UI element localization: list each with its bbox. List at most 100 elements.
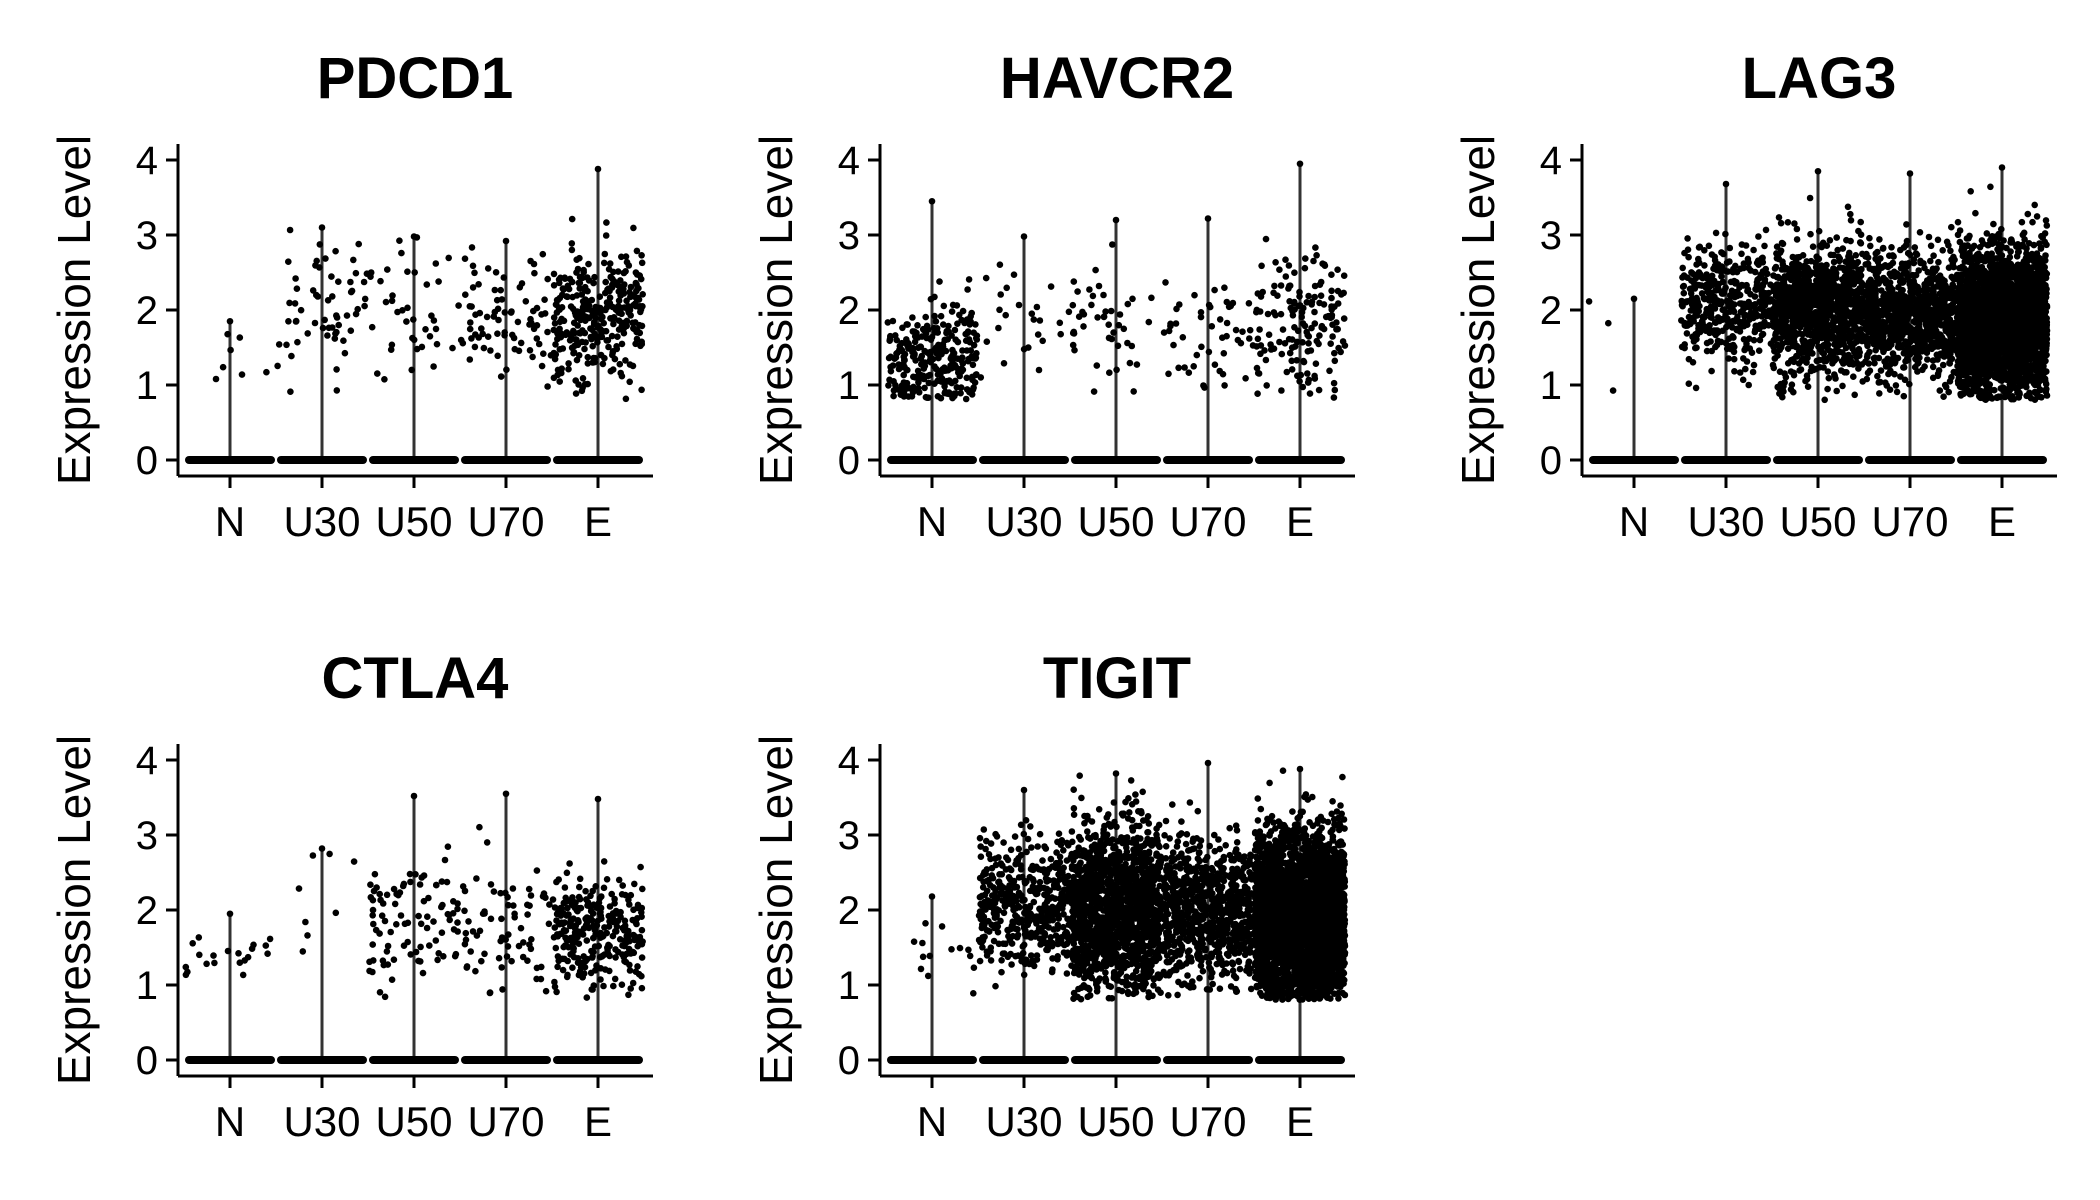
data-point (1726, 258, 1733, 265)
data-point (1781, 266, 1789, 273)
data-point (1878, 287, 1885, 294)
data-point (606, 287, 613, 295)
data-point (1115, 321, 1123, 329)
data-point (1950, 263, 1957, 271)
data-point (1730, 348, 1738, 356)
data-point (1793, 353, 1801, 360)
data-point (1847, 301, 1855, 308)
data-point (1791, 281, 1799, 289)
data-point (1056, 319, 1064, 327)
data-point (381, 376, 388, 383)
data-point (1762, 226, 1770, 234)
data-point (1786, 266, 1794, 273)
data-point (1896, 278, 1904, 286)
data-point (1916, 229, 1924, 236)
data-point (1822, 322, 1829, 330)
data-point (1771, 298, 1778, 306)
data-point-max (226, 317, 234, 325)
data-point (633, 335, 641, 343)
data-point (1034, 331, 1042, 338)
data-point (1818, 300, 1826, 307)
data-point (1789, 253, 1797, 261)
data-point (1318, 322, 1326, 330)
data-point (527, 315, 534, 323)
data-point (615, 297, 623, 305)
data-point (472, 331, 479, 338)
data-point (1286, 349, 1294, 357)
data-point (1706, 306, 1713, 313)
data-point (1300, 357, 1307, 365)
data-point (1114, 342, 1122, 350)
data-point (382, 298, 390, 306)
data-point (1030, 316, 1038, 323)
data-point (1887, 367, 1894, 375)
data-point (608, 332, 616, 340)
data-point (1936, 387, 1944, 394)
data-point (1242, 375, 1249, 382)
data-point (331, 335, 339, 342)
data-point (1937, 275, 1944, 282)
data-point (638, 259, 646, 267)
data-point (389, 292, 396, 299)
data-point (1927, 295, 1934, 302)
data-point (1065, 308, 1073, 316)
data-point (1286, 282, 1293, 290)
data-point (1311, 282, 1319, 290)
data-point (1861, 319, 1869, 327)
data-point (929, 355, 937, 363)
zero-points-u30 (277, 456, 367, 464)
data-point (1935, 367, 1943, 374)
data-point (927, 336, 935, 344)
data-point (544, 328, 551, 336)
data-point (1848, 290, 1855, 297)
points-u70 (457, 237, 555, 390)
data-point (1693, 261, 1700, 268)
data-point (1821, 354, 1828, 362)
data-point (1827, 308, 1834, 315)
data-point (615, 326, 623, 333)
data-point (924, 349, 931, 357)
data-point (950, 353, 958, 361)
data-point (1775, 288, 1783, 296)
x-tick-label: N (1619, 498, 1649, 545)
data-point (1232, 326, 1240, 334)
data-point (511, 345, 519, 353)
data-point (1851, 391, 1858, 399)
data-point (1824, 368, 1832, 375)
data-point (1738, 250, 1745, 258)
data-point (926, 371, 934, 379)
data-point (574, 341, 582, 349)
data-point (294, 338, 301, 346)
data-point (1305, 292, 1312, 300)
data-point (623, 258, 631, 266)
data-point (904, 321, 911, 328)
data-point (1798, 310, 1805, 317)
data-point (1265, 331, 1273, 339)
zero-points-n (185, 456, 275, 464)
data-point (1258, 262, 1265, 270)
data-point (1895, 344, 1903, 351)
data-point (1856, 277, 1863, 285)
data-point (1904, 322, 1911, 329)
data-point (1685, 253, 1692, 261)
data-point (977, 374, 985, 381)
data-point-max (1630, 295, 1638, 303)
data-point (1787, 386, 1795, 393)
data-point (550, 270, 558, 278)
data-point (1848, 358, 1856, 366)
data-point (567, 303, 575, 310)
data-point (1113, 366, 1120, 374)
data-point (1751, 328, 1759, 336)
data-point (387, 346, 395, 354)
data-point (1803, 348, 1811, 356)
data-point (341, 349, 349, 357)
data-point (1093, 362, 1101, 369)
y-tick-label: 1 (838, 364, 860, 408)
data-point (1869, 319, 1877, 327)
data-point (2033, 213, 2041, 220)
data-point (599, 360, 607, 368)
data-point (1088, 301, 1095, 309)
data-point (1745, 298, 1752, 306)
data-point (632, 302, 640, 310)
data-point (227, 346, 234, 354)
